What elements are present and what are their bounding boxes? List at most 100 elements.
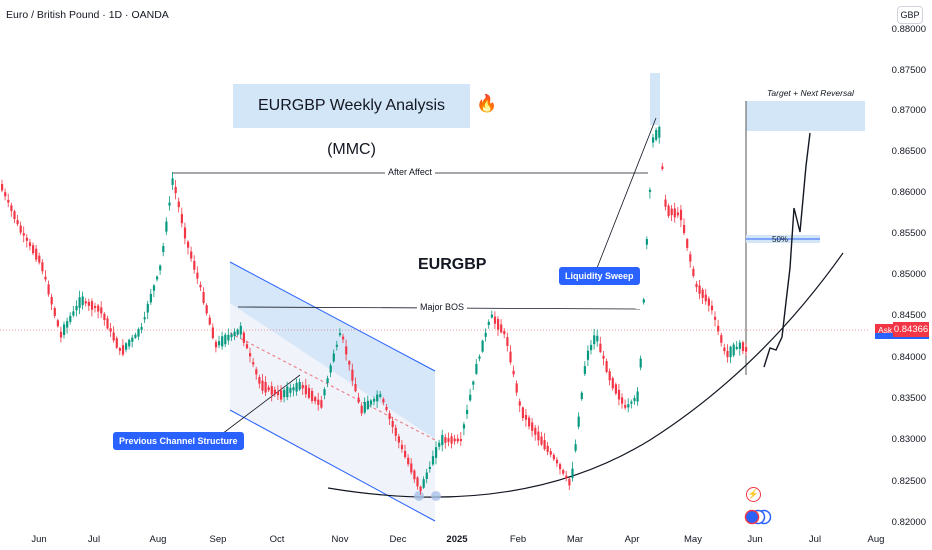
candle-body <box>704 294 707 302</box>
candle-body <box>35 248 38 260</box>
candle-body <box>428 466 431 470</box>
candle-body <box>283 389 286 398</box>
candle-body <box>431 456 435 465</box>
price-tick: 0.87500 <box>891 65 926 76</box>
candle-body <box>190 251 193 259</box>
candle-body <box>196 272 199 279</box>
candle-body <box>41 262 44 272</box>
liquidity-sweep-pill: Liquidity Sweep <box>559 267 640 285</box>
candle-body <box>28 242 32 247</box>
candle-body <box>714 316 717 320</box>
candle-body <box>484 332 487 337</box>
candle-body <box>500 324 503 333</box>
previous-channel-pill: Previous Channel Structure <box>113 432 244 450</box>
candle-body <box>245 344 249 349</box>
candle-body <box>695 283 698 288</box>
candle-body <box>239 325 242 335</box>
currency-button[interactable]: GBP <box>897 6 923 24</box>
candle-body <box>583 366 586 374</box>
candle-body <box>376 394 379 402</box>
candle-body <box>537 431 540 441</box>
candle-body <box>162 246 165 253</box>
time-tick: May <box>684 534 702 545</box>
events-icon[interactable] <box>744 509 774 525</box>
candle-body <box>183 227 187 239</box>
candle-body <box>481 340 484 352</box>
candle-body <box>679 209 683 221</box>
candle-body <box>639 358 642 368</box>
candle-body <box>577 416 580 427</box>
time-tick: Apr <box>624 534 640 545</box>
candle-body <box>261 380 264 391</box>
price-scale[interactable]: GBP <box>870 0 932 550</box>
channel-lower-line <box>229 409 436 522</box>
candle-body <box>137 329 140 337</box>
time-tick: Jun <box>31 534 47 545</box>
candle-body <box>221 336 224 347</box>
candle-body <box>642 299 645 303</box>
symbol-title[interactable]: Euro / British Pound · 1D · OANDA <box>6 9 169 21</box>
candle-body <box>369 400 373 405</box>
candle-body <box>7 199 10 203</box>
sweep-pointer-line <box>596 117 657 269</box>
candle-body <box>47 284 50 295</box>
candle-body <box>366 400 369 409</box>
candle-body <box>676 212 679 216</box>
candle-body <box>351 369 354 381</box>
price-tick: 0.85500 <box>891 228 926 239</box>
time-tick: Jul <box>87 534 101 545</box>
candle-body <box>602 355 605 359</box>
candle-body <box>521 407 524 418</box>
candle-body <box>574 444 577 451</box>
candle-body <box>205 305 208 314</box>
time-tick: Jun <box>747 534 763 545</box>
candle-body <box>447 438 450 442</box>
candle-body <box>549 451 552 455</box>
candle-body <box>636 391 639 402</box>
candle-body <box>379 394 382 398</box>
candle-body <box>16 220 19 225</box>
candle-body <box>348 361 351 365</box>
candle-body <box>128 339 131 347</box>
candle-body <box>280 390 283 400</box>
candle-body <box>193 260 196 270</box>
candle-body <box>648 189 652 192</box>
candle-body <box>394 427 397 436</box>
candle-body <box>472 381 475 385</box>
candle-body <box>84 301 87 304</box>
candle-body <box>528 417 531 427</box>
candle-body <box>630 401 633 404</box>
candle-body <box>63 324 66 336</box>
candle-body <box>329 365 332 373</box>
candle-body <box>314 397 317 402</box>
candle-body <box>590 344 593 351</box>
candle-body <box>608 371 611 381</box>
candle-body <box>56 320 59 327</box>
price-tick: 0.83500 <box>891 393 926 404</box>
candle-body <box>487 321 490 325</box>
fifty-label: 50% <box>772 235 789 244</box>
flash-icon[interactable]: ⚡ <box>746 487 761 502</box>
candle-body <box>565 475 568 479</box>
candle-body <box>242 332 245 343</box>
channel-upper-line <box>229 261 436 372</box>
candle-body <box>295 382 298 392</box>
candle-body <box>745 347 748 352</box>
candle-body <box>673 208 676 218</box>
candle-body <box>388 413 391 420</box>
candle-body <box>304 385 307 395</box>
price-tick: 0.82000 <box>891 517 926 528</box>
candle-body <box>78 297 81 308</box>
candle-body <box>534 427 537 435</box>
candle-body <box>410 463 413 473</box>
candle-body <box>667 205 670 216</box>
target-zone <box>746 101 865 131</box>
candles <box>1 125 748 495</box>
candle-body <box>670 208 673 216</box>
candle-body <box>729 346 732 358</box>
candle-body <box>97 305 100 312</box>
candle-body <box>735 346 738 349</box>
candle-body <box>326 378 329 384</box>
candle-body <box>655 129 658 140</box>
